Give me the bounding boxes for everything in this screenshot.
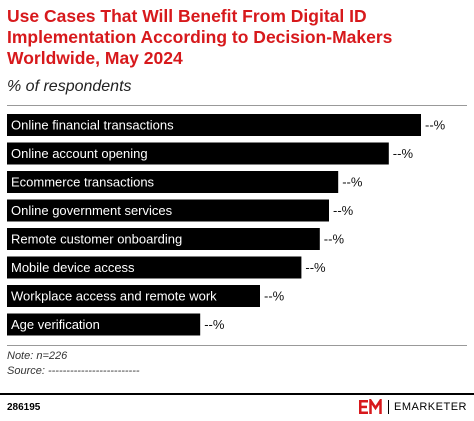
bar-5	[7, 256, 302, 279]
chart-subtitle: % of respondents	[7, 78, 132, 95]
brand-name: EMARKETER	[394, 401, 467, 413]
bar-1	[7, 142, 389, 165]
category-label: Age verification	[11, 317, 100, 332]
source-text: Source: -------------------------	[7, 365, 140, 377]
bar-3	[7, 199, 329, 222]
value-label: --%	[342, 175, 363, 190]
bar-6	[7, 285, 260, 307]
value-label: --%	[264, 289, 285, 304]
value-label: --%	[393, 146, 414, 161]
chart-id: 286195	[7, 402, 41, 413]
category-label: Remote customer onboarding	[11, 232, 182, 247]
bar-0	[7, 114, 421, 136]
value-label: --%	[204, 317, 225, 332]
category-label: Mobile device access	[11, 260, 135, 275]
value-label: --%	[333, 203, 354, 218]
brand-logo: EMARKETER	[359, 399, 467, 415]
value-label: --%	[305, 260, 326, 275]
value-label: --%	[324, 232, 345, 247]
footer-divider	[0, 393, 474, 395]
bar-chart: Online financial transactions --% Online a…	[7, 114, 446, 336]
bar-7	[7, 313, 201, 336]
top-divider	[7, 105, 467, 106]
category-label: Online government services	[11, 203, 173, 218]
value-label: --%	[425, 118, 446, 133]
note-text: Note: n=226	[7, 350, 68, 362]
em-logo-icon	[359, 399, 382, 414]
category-label: Online account opening	[11, 146, 148, 161]
bottom-divider	[7, 345, 467, 346]
category-label: Workplace access and remote work	[11, 289, 217, 304]
bar-4	[7, 228, 320, 250]
bar-2	[7, 171, 339, 193]
chart-title: Use Cases That Will Benefit From Digital…	[7, 6, 393, 68]
brand-separator	[388, 400, 390, 414]
category-label: Online financial transactions	[11, 118, 174, 133]
category-label: Ecommerce transactions	[11, 175, 155, 190]
